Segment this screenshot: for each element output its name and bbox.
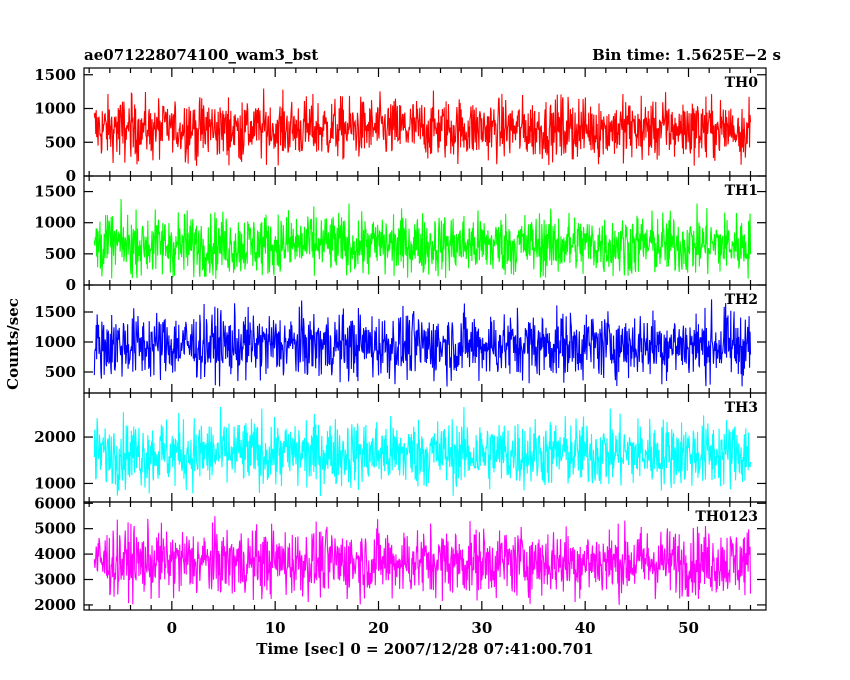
x-tick-label: 50 (678, 619, 699, 637)
y-tick-label: 1000 (34, 214, 76, 232)
series-line-th0 (93, 88, 752, 166)
y-tick-label: 4000 (34, 545, 76, 563)
y-tick-label: 3000 (34, 571, 76, 589)
panel-th0123: 2000 3000 4000 5000 6000 TH0123 (34, 494, 767, 614)
y-tick-label: 2000 (34, 596, 76, 614)
panel-label-th3: TH3 (725, 400, 758, 416)
observation-title: ae071228074100_wam3_bst (84, 46, 318, 64)
panel-th0: 0 500 1000 1500 TH0 (34, 66, 767, 185)
series-line-th1 (93, 198, 752, 279)
x-axis-label: Time [sec] 0 = 2007/12/28 07:41:00.701 (256, 640, 593, 658)
y-tick-label: 500 (45, 133, 76, 151)
y-tick-label: 1500 (34, 303, 76, 321)
series-line-th0123 (93, 516, 752, 605)
series-line-th3 (93, 407, 752, 497)
series-line-th2 (93, 299, 752, 387)
y-tick-label: 0 (66, 276, 76, 294)
y-tick-label: 1000 (34, 333, 76, 351)
y-tick-label: 1000 (34, 100, 76, 118)
y-tick-label: 500 (45, 363, 76, 381)
y-axis-label: Counts/sec (4, 298, 22, 390)
y-tick-label: 0 (66, 167, 76, 185)
x-tick-label: 40 (575, 619, 596, 637)
panel-label-th2: TH2 (725, 292, 758, 308)
panel-th2: 500 1000 1500 TH2 (34, 284, 767, 394)
x-tick-label: 10 (265, 619, 286, 637)
x-tick-label: 0 (167, 619, 177, 637)
panel-label-th1: TH1 (725, 183, 758, 199)
panel-th1: 0 500 1000 1500 TH1 (34, 175, 767, 294)
x-tick-label: 30 (471, 619, 492, 637)
y-tick-label: 5000 (34, 520, 76, 538)
x-tick-label: 20 (368, 619, 389, 637)
y-tick-label: 500 (45, 245, 76, 263)
panel-th3: 1000 2000 TH3 (34, 392, 767, 503)
panel-frame (83, 501, 767, 611)
y-tick-label: 1500 (34, 183, 76, 201)
y-tick-label: 1000 (34, 474, 76, 492)
y-tick-label: 2000 (34, 428, 76, 446)
panel-label-th0: TH0 (725, 75, 759, 91)
y-tick-label: 1500 (34, 66, 76, 84)
bin-time-label: Bin time: 1.5625E−2 s (592, 46, 781, 64)
panel-label-th0123: TH0123 (695, 509, 758, 525)
y-tick-label: 6000 (34, 494, 76, 512)
